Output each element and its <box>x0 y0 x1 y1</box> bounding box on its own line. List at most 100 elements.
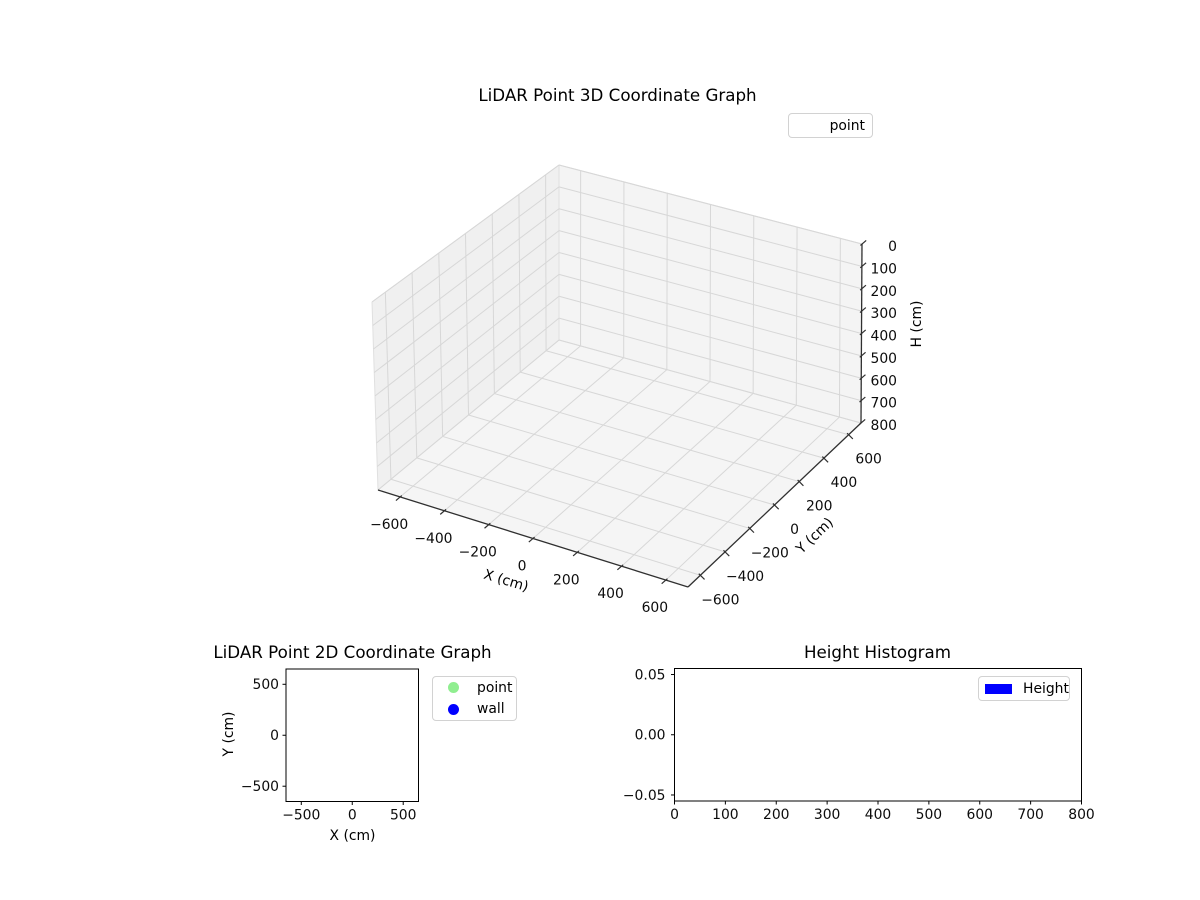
x-tick-label-hist: 100 <box>712 807 739 823</box>
chart3d-title: LiDAR Point 3D Coordinate Graph <box>478 85 757 105</box>
x-tick-label-3d: 400 <box>597 586 624 602</box>
x-tick-label-hist: 200 <box>763 807 790 823</box>
plot-line <box>665 416 840 581</box>
y-tick-label-2d: 500 <box>252 677 279 693</box>
plot-line <box>491 213 495 394</box>
x-tick-label-hist: 800 <box>1068 807 1095 823</box>
legend-item-height: Height <box>979 677 1069 700</box>
y-tick-label-2d: −500 <box>241 779 279 795</box>
x-tick-label-2d: 500 <box>390 808 417 824</box>
z-tick-label-3d: 700 <box>870 396 897 412</box>
z-tick-label-3d: 800 <box>870 418 897 434</box>
plot-line <box>484 522 491 529</box>
legend-item-wall: wall <box>433 699 516 721</box>
chart2d-legend: point wall <box>432 676 517 721</box>
plot-line <box>616 564 624 571</box>
y-tick-label-hist: 0.05 <box>635 667 666 683</box>
z-tick-label-3d: 300 <box>870 306 897 322</box>
plot-line <box>709 204 711 382</box>
plot-line <box>518 194 521 373</box>
y-tick-label-3d: −400 <box>726 569 764 585</box>
plot-line <box>488 369 668 526</box>
z-tick-label-3d: 400 <box>870 329 897 345</box>
point-marker-icon <box>448 682 459 694</box>
y-tick-label-3d: 600 <box>855 452 882 468</box>
plot-line <box>752 215 755 394</box>
x-tick-label-3d: −200 <box>459 545 497 561</box>
plot-line <box>859 396 866 403</box>
plot-line <box>859 418 866 425</box>
plot-line <box>859 374 866 381</box>
plot-line <box>859 262 867 269</box>
plot-line <box>821 456 829 463</box>
x-tick-label-3d: −600 <box>370 517 408 533</box>
plot-line <box>399 345 581 498</box>
wall-marker-icon <box>448 703 459 715</box>
y-tick-label-hist: 0.00 <box>635 728 666 744</box>
plot-line <box>439 508 447 515</box>
y-tick-label-3d: −200 <box>751 545 789 561</box>
z-tick-label-3d: 500 <box>870 351 897 367</box>
legend-label-wall: wall <box>477 701 505 718</box>
height-bar-swatch-icon <box>985 683 1012 694</box>
plot-line <box>838 238 841 418</box>
x-tick-label-hist: 300 <box>814 807 841 823</box>
legend-item-point: point <box>433 677 516 699</box>
legend-label-height: Height <box>1023 680 1069 697</box>
y-tick-label-hist: −0.05 <box>623 788 666 804</box>
plot-line <box>661 578 668 585</box>
plot-line <box>859 329 867 336</box>
histogram-legend: Height <box>978 676 1070 701</box>
plot-line <box>698 573 705 580</box>
plot-line <box>846 432 854 440</box>
y-tick-label-3d: −600 <box>701 592 739 608</box>
axes-frame-2d <box>285 668 419 802</box>
plot-line <box>532 381 711 539</box>
y-tick-label-3d: 0 <box>790 522 799 538</box>
x-tick-label-3d: 200 <box>553 572 580 588</box>
z-tick-label-3d: 0 <box>888 239 897 255</box>
plot-line <box>444 357 625 512</box>
plot-line <box>772 502 780 510</box>
plot-line <box>572 550 580 557</box>
plot-line <box>795 227 798 406</box>
plot-line <box>465 233 469 416</box>
plot-line <box>747 526 755 534</box>
y-tick-label-3d: 200 <box>806 499 833 515</box>
x-tick-label-3d: 0 <box>518 559 527 575</box>
plot-line <box>859 284 867 291</box>
plot-line <box>723 549 730 557</box>
legend-item-point: point <box>789 114 872 137</box>
x-tick-label-2d: −500 <box>282 808 320 824</box>
legend-label-point: point <box>829 117 865 134</box>
y-tick-label-3d: 400 <box>831 475 858 491</box>
z-tick-label-3d: 200 <box>870 284 897 300</box>
x-tick-label-2d: 0 <box>348 808 357 824</box>
chart3d-legend: point <box>788 113 873 138</box>
histogram-title: Height Histogram <box>803 642 952 662</box>
x-tick-label-hist: 0 <box>670 807 679 823</box>
legend-label-point: point <box>477 679 513 696</box>
plot-line <box>860 239 867 246</box>
chart2d-title: LiDAR Point 2D Coordinate Graph <box>213 642 492 662</box>
plot-line <box>438 253 444 437</box>
plot-line <box>859 307 867 313</box>
x-tick-label-hist: 500 <box>916 807 943 823</box>
z-tick-label-3d: 100 <box>870 261 897 277</box>
chart2d-ylabel: Y (cm) <box>221 711 237 757</box>
x-tick-label-hist: 400 <box>865 807 892 823</box>
x-tick-label-hist: 600 <box>966 807 993 823</box>
plot-line <box>384 292 392 480</box>
x-tick-label-3d: −400 <box>414 531 452 547</box>
z-tick-label-3d: 600 <box>870 373 897 389</box>
plot-line <box>621 404 797 567</box>
chart3d-zlabel: H (cm) <box>909 300 925 348</box>
plot-line <box>576 392 754 553</box>
plot-line <box>395 495 403 501</box>
x-tick-label-3d: 600 <box>642 600 669 616</box>
plot-line <box>528 536 535 543</box>
x-tick-label-hist: 700 <box>1017 807 1044 823</box>
plot-line <box>797 479 804 487</box>
